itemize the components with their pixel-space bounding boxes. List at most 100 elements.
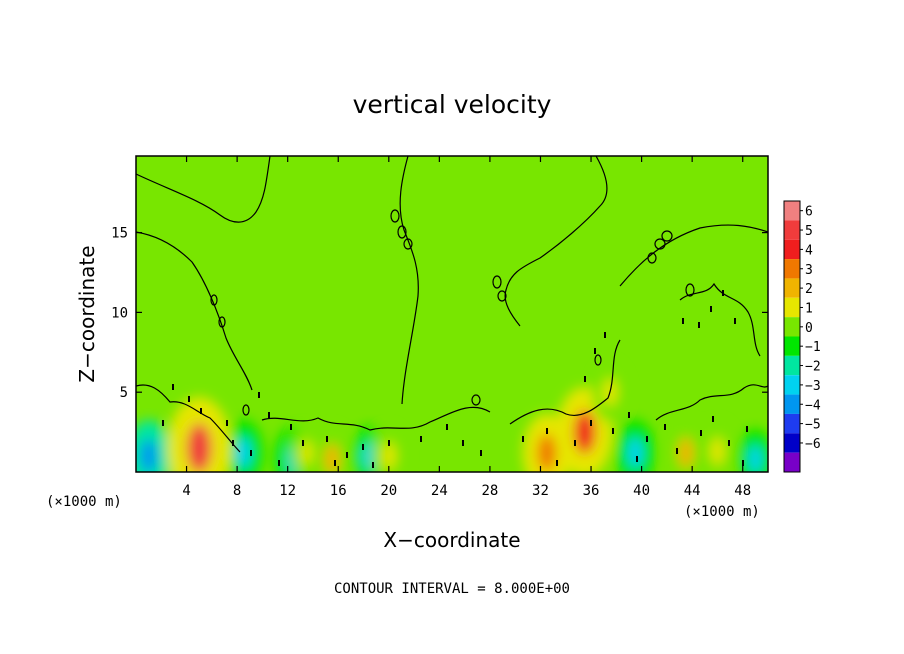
contour-ring bbox=[497, 290, 507, 302]
contour-speck bbox=[734, 318, 736, 324]
colorbar-label: 2 bbox=[805, 282, 813, 297]
velocity-core bbox=[678, 437, 694, 469]
y-tick-label: 10 bbox=[111, 305, 128, 321]
contour-interval-note: CONTOUR INTERVAL = 8.000E+00 bbox=[334, 581, 570, 597]
plot-frame bbox=[135, 155, 769, 473]
field-background bbox=[136, 156, 768, 472]
contour-line bbox=[509, 339, 621, 425]
contour-speck bbox=[250, 450, 252, 456]
contour-speck bbox=[574, 440, 576, 446]
x-tick-label: 48 bbox=[734, 483, 751, 499]
velocity-core bbox=[300, 440, 313, 466]
contour-ring bbox=[492, 275, 502, 289]
y-axis-label: Z−coordinate bbox=[75, 245, 99, 382]
colorbar-swatch bbox=[784, 220, 800, 240]
contour-ring bbox=[390, 209, 400, 223]
colorbar-label: 3 bbox=[805, 263, 813, 278]
contour-line bbox=[679, 282, 761, 357]
colorbar-label: 0 bbox=[805, 321, 813, 336]
contour-speck bbox=[302, 440, 304, 446]
contour-speck bbox=[200, 408, 202, 414]
x-axis-label: X−coordinate bbox=[383, 528, 520, 552]
colorbar-swatch bbox=[784, 433, 800, 453]
contour-line bbox=[136, 156, 271, 223]
y-tick-label: 15 bbox=[111, 226, 128, 242]
contour-speck bbox=[710, 306, 712, 312]
contour-line bbox=[399, 156, 419, 405]
colorbar-swatch bbox=[784, 452, 800, 472]
velocity-core bbox=[537, 434, 557, 472]
contour-speck bbox=[712, 416, 714, 422]
contour-ring bbox=[594, 354, 602, 366]
contour-speck bbox=[362, 444, 364, 450]
plot-area bbox=[136, 156, 768, 472]
x-tick-label: 40 bbox=[633, 483, 650, 499]
x-tick-label: 36 bbox=[583, 483, 600, 499]
contour-speck bbox=[334, 460, 336, 466]
colorbar-swatch bbox=[784, 259, 800, 279]
contour-speck bbox=[226, 420, 228, 426]
contour-line bbox=[504, 156, 608, 327]
x-unit-right: (×1000 m) bbox=[684, 504, 760, 520]
contour-speck bbox=[346, 452, 348, 458]
contour-speck bbox=[522, 436, 524, 442]
contour-speck bbox=[728, 440, 730, 446]
x-tick-label: 12 bbox=[279, 483, 296, 499]
contour-speck bbox=[604, 332, 606, 338]
contour-ring bbox=[218, 316, 226, 328]
contour-speck bbox=[480, 450, 482, 456]
contour-speck bbox=[700, 430, 702, 436]
contour-speck bbox=[746, 426, 748, 432]
velocity-core bbox=[710, 437, 725, 466]
velocity-core bbox=[186, 423, 212, 472]
colorbar-swatch bbox=[784, 278, 800, 298]
contour-speck bbox=[742, 460, 744, 466]
contour-speck bbox=[326, 436, 328, 442]
velocity-core bbox=[748, 445, 763, 472]
colorbar-swatch bbox=[784, 239, 800, 260]
contour-line bbox=[136, 231, 253, 391]
contour-speck bbox=[278, 460, 280, 466]
colorbar-frame bbox=[783, 200, 801, 473]
contour-speck bbox=[676, 448, 678, 454]
velocity-core bbox=[381, 442, 396, 471]
velocity-core bbox=[324, 443, 340, 472]
contour-speck bbox=[556, 460, 558, 466]
velocity-core bbox=[573, 410, 596, 454]
contour-speck bbox=[584, 376, 586, 382]
contour-ring bbox=[397, 225, 407, 239]
contour-ring bbox=[654, 238, 666, 250]
contour-speck bbox=[232, 440, 234, 446]
colorbar-swatch bbox=[784, 336, 800, 356]
contour-speck bbox=[636, 456, 638, 462]
x-tick-label: 44 bbox=[684, 483, 701, 499]
x-tick-label: 20 bbox=[380, 483, 397, 499]
contour-speck bbox=[698, 322, 700, 328]
colorbar-swatch bbox=[784, 317, 800, 337]
contour-speck bbox=[664, 424, 666, 430]
contour-speck bbox=[172, 384, 174, 390]
velocity-core bbox=[627, 437, 644, 469]
colorbar-label: −6 bbox=[805, 437, 821, 452]
colorbar-swatch bbox=[784, 297, 800, 318]
colorbar-swatch bbox=[784, 375, 800, 395]
contour-ring bbox=[210, 294, 218, 306]
colorbar-label: 5 bbox=[805, 224, 813, 239]
colorbar-label: 1 bbox=[805, 301, 813, 316]
contour-line bbox=[261, 406, 491, 431]
contour-speck bbox=[546, 428, 548, 434]
chart-title: vertical velocity bbox=[353, 90, 552, 119]
contour-speck bbox=[722, 290, 724, 296]
contour-speck bbox=[258, 392, 260, 398]
contour-speck bbox=[372, 462, 374, 468]
x-tick-label: 24 bbox=[431, 483, 448, 499]
contour-speck bbox=[462, 440, 464, 446]
contour-specks bbox=[162, 290, 748, 468]
contour-speck bbox=[268, 412, 270, 418]
contour-speck bbox=[290, 424, 292, 430]
contour-line bbox=[136, 384, 241, 453]
contour-speck bbox=[682, 318, 684, 324]
contour-speck bbox=[162, 420, 164, 426]
colorbar-label: −5 bbox=[805, 418, 821, 433]
